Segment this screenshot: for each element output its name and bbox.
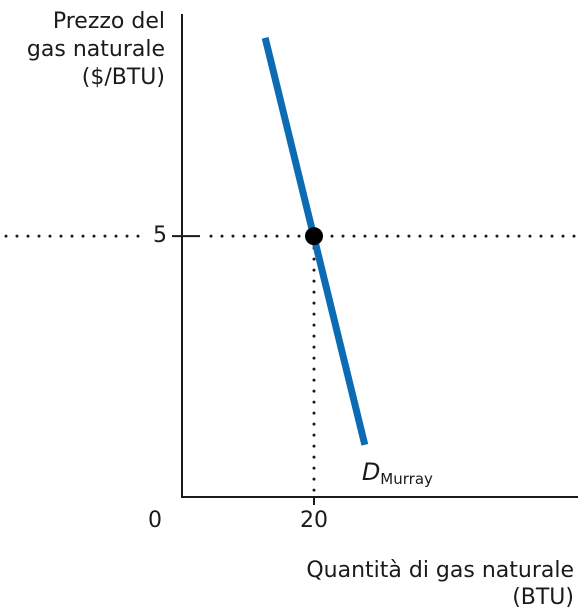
y-axis-label: Prezzo del: [53, 9, 165, 34]
equilibrium-point: [305, 227, 323, 246]
x-axis-label: (BTU): [512, 585, 574, 610]
x-tick-label: 0: [148, 508, 162, 533]
series-label: DMurray: [362, 458, 433, 488]
x-tick-label: 20: [300, 508, 328, 533]
series-label-sub: Murray: [380, 469, 433, 487]
y-axis-label: ($/BTU): [82, 65, 165, 90]
series-label-main: D: [362, 458, 380, 486]
y-tick-label: 5: [153, 223, 167, 248]
y-axis-label: gas naturale: [27, 37, 165, 62]
x-axis-label: Quantità di gas naturale: [306, 558, 574, 583]
